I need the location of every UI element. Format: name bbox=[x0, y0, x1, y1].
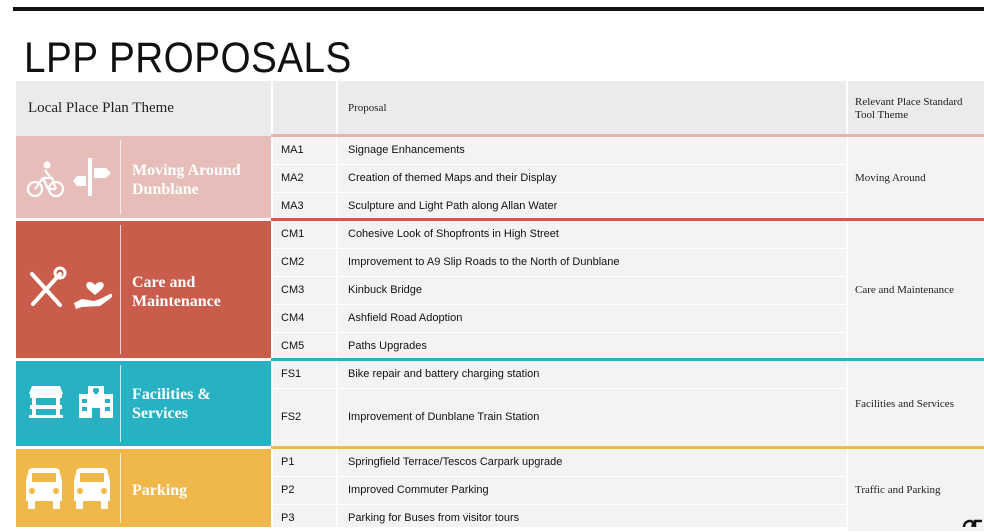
theme-icons bbox=[16, 449, 121, 527]
header-proposal: Proposal bbox=[338, 81, 846, 136]
theme-band-facilities-services: Facilities & Services bbox=[16, 361, 271, 446]
relevant-theme: Facilities and Services bbox=[848, 361, 984, 446]
theme-band-parking: Parking bbox=[16, 449, 271, 527]
proposal-code: MA2 bbox=[273, 165, 336, 192]
proposal-code: CM2 bbox=[273, 249, 336, 276]
header-theme: Local Place Plan Theme bbox=[16, 81, 271, 136]
proposal-text: Signage Enhancements bbox=[338, 137, 846, 164]
theme-label: Parking bbox=[132, 482, 188, 499]
proposal-text: Improved Commuter Parking bbox=[338, 477, 846, 504]
proposal-text: Bike repair and battery charging station bbox=[338, 361, 846, 388]
group-divider bbox=[271, 218, 984, 221]
theme-label: Care and Maintenance bbox=[132, 274, 221, 310]
page-number-fragment bbox=[962, 519, 982, 527]
proposal-text: Parking for Buses from visitor tours bbox=[338, 505, 846, 527]
proposal-text: Creation of themed Maps and their Displa… bbox=[338, 165, 846, 192]
theme-icons bbox=[16, 136, 121, 218]
theme-icons bbox=[16, 221, 121, 358]
proposal-text: Kinbuck Bridge bbox=[338, 277, 846, 304]
theme-icons bbox=[16, 361, 121, 446]
group-divider bbox=[271, 358, 984, 361]
proposal-code: CM3 bbox=[273, 277, 336, 304]
page-title: LPP PROPOSALS bbox=[24, 34, 352, 82]
shop-icon bbox=[29, 386, 63, 418]
caring-hand-icon bbox=[74, 282, 113, 309]
proposal-code: P3 bbox=[273, 505, 336, 527]
theme-label: Moving Around Dunblane bbox=[132, 162, 241, 198]
proposal-code: FS2 bbox=[273, 389, 336, 446]
header-relevant-theme: Relevant Place Standard Tool Theme bbox=[848, 81, 984, 136]
theme-band-moving-around: Moving Around Dunblane bbox=[16, 136, 271, 218]
theme-band-care-maintenance: Care and Maintenance bbox=[16, 221, 271, 358]
relevant-theme: Moving Around bbox=[848, 137, 984, 218]
car-icon bbox=[26, 468, 62, 509]
relevant-theme: Traffic and Parking bbox=[848, 449, 984, 531]
signpost-icon bbox=[73, 158, 111, 196]
proposal-code: MA1 bbox=[273, 137, 336, 164]
proposal-text: Improvement of Dunblane Train Station bbox=[338, 389, 846, 446]
proposal-text: Sculpture and Light Path along Allan Wat… bbox=[338, 193, 846, 218]
hospital-icon bbox=[79, 386, 113, 418]
proposal-code: P1 bbox=[273, 449, 336, 476]
proposal-text: Cohesive Look of Shopfronts in High Stre… bbox=[338, 221, 846, 248]
tools-icon bbox=[30, 266, 67, 307]
group-divider bbox=[271, 134, 984, 137]
theme-label: Facilities & Services bbox=[132, 386, 211, 422]
proposal-text: Paths Upgrades bbox=[338, 333, 846, 358]
relevant-theme: Care and Maintenance bbox=[848, 221, 984, 358]
proposal-code: FS1 bbox=[273, 361, 336, 388]
proposal-code: CM5 bbox=[273, 333, 336, 358]
group-divider bbox=[271, 446, 984, 449]
cyclist-icon bbox=[26, 169, 65, 198]
proposal-code: CM4 bbox=[273, 305, 336, 332]
proposal-text: Ashfield Road Adoption bbox=[338, 305, 846, 332]
proposal-code: MA3 bbox=[273, 193, 336, 218]
proposal-text: Improvement to A9 Slip Roads to the Nort… bbox=[338, 249, 846, 276]
proposal-text: Springfield Terrace/Tescos Carpark upgra… bbox=[338, 449, 846, 476]
proposal-code: P2 bbox=[273, 477, 336, 504]
header-code bbox=[273, 81, 336, 136]
car-icon bbox=[74, 468, 110, 509]
top-rule bbox=[13, 7, 984, 11]
proposal-code: CM1 bbox=[273, 221, 336, 248]
